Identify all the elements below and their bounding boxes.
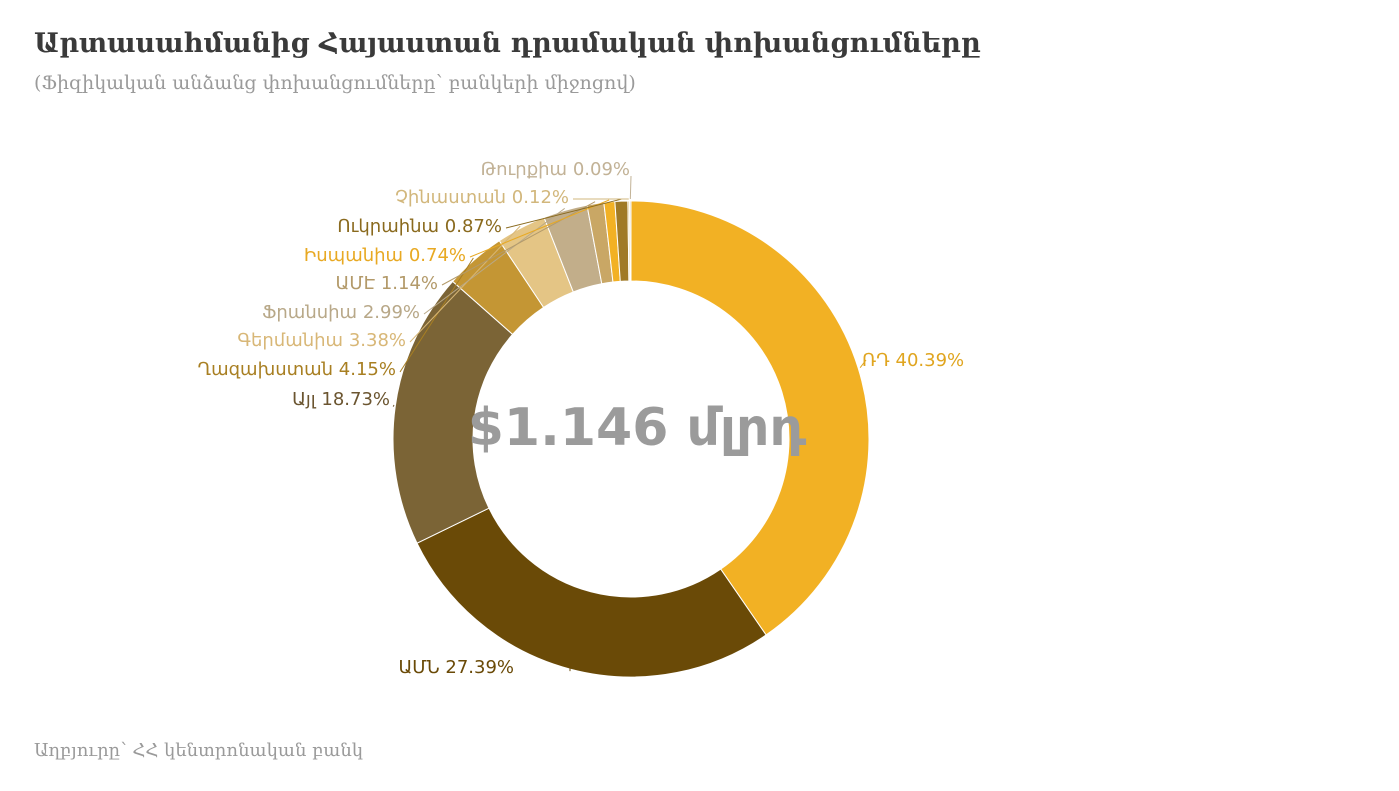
slice-1 (630, 200, 870, 636)
leader-line-3 (392, 404, 395, 407)
slice-label-3: Այլ 18.73% (292, 389, 390, 410)
slice-label-5: Գերմանիա 3.38% (237, 330, 406, 351)
leader-line-9 (505, 198, 622, 229)
slice-label-9: Ուկրաինա 0.87% (337, 216, 502, 237)
slice-label-6: Ֆրանսիա 2.99% (262, 302, 420, 323)
slice-label-11: Թուրքիա 0.09% (481, 159, 630, 180)
leader-line-4 (399, 257, 474, 373)
leader-line-11 (629, 175, 632, 200)
slice-label-8: Իսպանիա 0.74% (304, 245, 466, 266)
slice-label-4: Ղազախստան 4.15% (198, 359, 396, 380)
chart-source: Աղբյուրը՝ ՀՀ կենտրոնական բանկ (34, 740, 364, 761)
slice-label-1: ՌԴ 40.39% (862, 350, 964, 371)
donut-center-label: $1.146 մլրդ (468, 398, 807, 458)
chart-slices (392, 200, 870, 678)
leader-line-7 (441, 201, 596, 286)
slice-label-2: ԱՄՆ 27.39% (398, 657, 514, 678)
slice-label-7: ԱՄԷ 1.14% (336, 273, 438, 294)
slice-11 (629, 200, 632, 282)
chart-labels: ՌԴ 40.39% ԱՄՆ 27.39% Այլ 18.73% Ղազախստան 4… (198, 159, 965, 678)
leader-line-1 (859, 359, 867, 368)
slice-2 (416, 507, 767, 678)
chart-title: Արտասահմանից Հայաստան դրամական փոխանցում… (34, 28, 981, 59)
leader-line-5 (409, 225, 521, 343)
leader-line-6 (423, 207, 565, 315)
slice-label-10: Չինաստան 0.12% (395, 187, 569, 208)
chart-subtitle: (Ֆիզիկական անձանց փոխանցումները՝ բանկերի… (34, 72, 636, 94)
chart-leader-lines (392, 175, 867, 672)
leader-line-8 (469, 199, 610, 258)
